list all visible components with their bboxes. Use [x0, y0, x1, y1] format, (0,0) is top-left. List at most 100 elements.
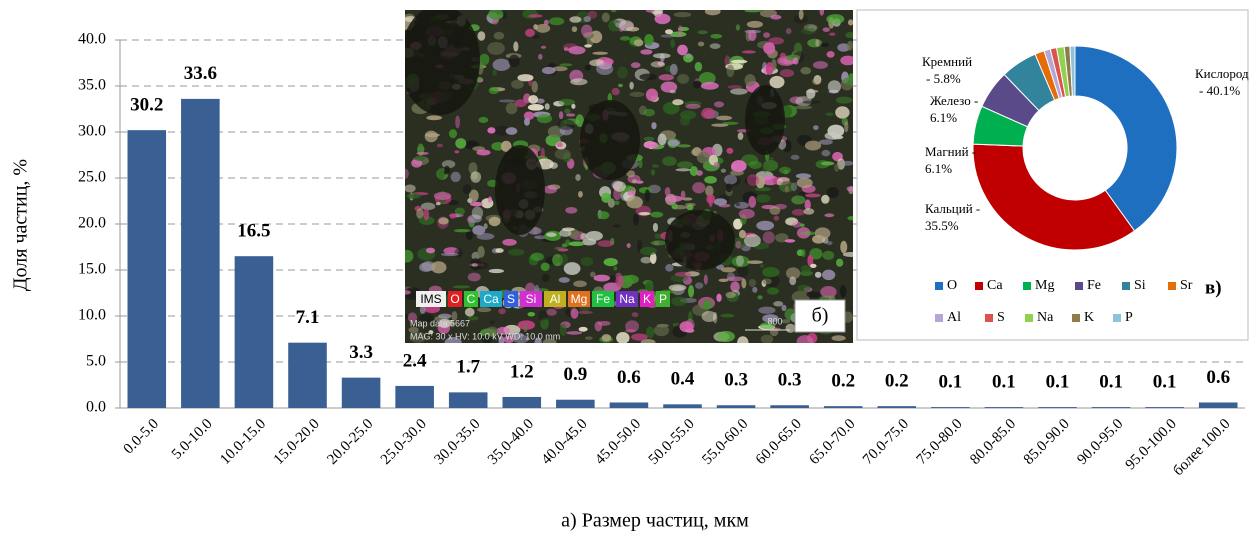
texture-spot [813, 61, 828, 69]
texture-spot [804, 208, 815, 214]
texture-spot [581, 257, 594, 266]
texture-spot [815, 272, 822, 278]
texture-spot [598, 211, 610, 219]
tag-label: IMS [420, 292, 441, 306]
bar [288, 343, 327, 408]
texture-spot [513, 41, 518, 51]
texture-spot [702, 311, 717, 322]
bar [395, 386, 434, 408]
bar [663, 404, 702, 408]
texture-spot [449, 129, 457, 138]
x-tick-label: 30.0-35.0 [432, 416, 484, 468]
texture-spot [585, 65, 591, 71]
texture-spot [400, 290, 411, 295]
x-tick-label: 50.0-55.0 [646, 416, 698, 468]
texture-spot [819, 139, 833, 145]
x-tick-label: более 100.0 [1170, 416, 1233, 479]
texture-spot [455, 207, 465, 215]
texture-spot [685, 319, 695, 331]
texture-spot [562, 243, 568, 247]
texture-spot [794, 105, 812, 109]
texture-spot [528, 104, 544, 111]
texture-spot [789, 277, 796, 286]
texture-spot [725, 292, 735, 298]
texture-spot [654, 325, 669, 336]
tag-label: P [659, 292, 667, 306]
x-tick-label: 15.0-20.0 [271, 416, 323, 468]
texture-spot [748, 196, 756, 208]
texture-spot [634, 39, 643, 46]
texture-spot [538, 310, 547, 320]
texture-spot [508, 249, 524, 256]
slice-value-label: - 40.1% [1199, 83, 1240, 98]
value-label: 0.1 [1099, 371, 1123, 392]
x-tick-label: 60.0-65.0 [753, 416, 805, 468]
texture-spot [407, 193, 421, 199]
texture-spot [645, 189, 650, 201]
legend-label: Ca [987, 278, 1003, 293]
texture-spot [747, 21, 763, 28]
texture-spot [677, 161, 693, 168]
texture-spot [502, 239, 516, 246]
texture-spot [630, 92, 645, 97]
texture-spot [780, 53, 786, 59]
texture-spot [815, 227, 831, 239]
texture-spot [455, 138, 466, 149]
legend-label: Si [1134, 278, 1146, 293]
texture-spot [506, 103, 518, 115]
texture-spot [737, 336, 748, 349]
texture-spot [674, 12, 692, 17]
value-label: 0.6 [1206, 367, 1230, 388]
texture-spot [489, 217, 501, 227]
slice-name-label: Кислород [1195, 66, 1249, 81]
value-label: 0.3 [778, 370, 802, 391]
texture-spot [665, 29, 673, 34]
value-label: 3.3 [349, 342, 373, 363]
texture-spot [834, 164, 839, 172]
texture-spot [562, 227, 575, 231]
texture-spot [738, 132, 744, 140]
texture-spot [584, 44, 592, 47]
texture-spot [747, 260, 763, 264]
texture-spot [545, 103, 550, 110]
texture-spot [592, 52, 608, 55]
texture-spot [578, 311, 593, 314]
texture-spot [471, 263, 477, 267]
bar [342, 378, 381, 408]
tag-label: Si [526, 292, 537, 306]
tag-label: Fe [596, 292, 610, 306]
texture-spot [511, 80, 524, 89]
texture-spot [653, 53, 671, 58]
tag-label: O [450, 292, 459, 306]
texture-spot [726, 148, 733, 154]
texture-spot [436, 202, 441, 205]
texture-spot [541, 148, 545, 160]
texture-spot [695, 282, 703, 288]
texture-spot [525, 29, 535, 37]
y-tick-label: 20.0 [78, 215, 106, 232]
texture-spot [651, 122, 656, 129]
texture-spot [426, 115, 442, 120]
texture-spot [726, 276, 744, 281]
legend-swatch [1025, 314, 1033, 322]
legend-swatch [935, 282, 943, 290]
texture-spot [594, 275, 611, 282]
texture-spot [618, 84, 623, 87]
bar [1092, 407, 1131, 408]
texture-spot [665, 195, 682, 201]
texture-spot [821, 195, 829, 204]
texture-spot [404, 184, 415, 192]
texture-spot [840, 241, 847, 254]
texture-spot [530, 253, 543, 261]
texture-spot [517, 74, 533, 81]
texture-spot [847, 41, 853, 51]
texture-spot [800, 223, 805, 226]
legend-swatch [1122, 282, 1130, 290]
texture-spot [653, 241, 659, 246]
texture-spot [766, 62, 774, 75]
texture-spot [532, 81, 538, 93]
texture-spot [579, 327, 588, 332]
texture-spot [745, 74, 756, 86]
texture-spot [569, 16, 581, 22]
texture-spot [613, 266, 617, 271]
